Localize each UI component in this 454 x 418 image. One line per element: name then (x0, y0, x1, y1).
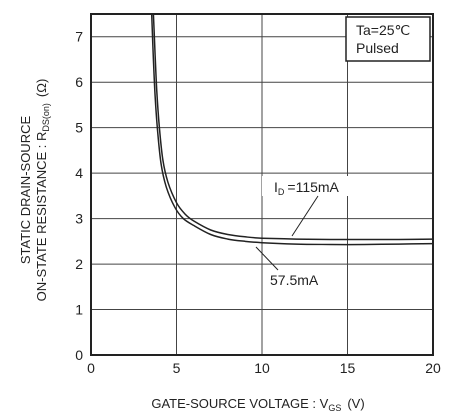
condition-pulsed: Pulsed (356, 40, 399, 56)
y-axis-title-sub: DS(on) (41, 103, 51, 132)
series-label-57-5ma-leader (256, 247, 278, 270)
y-axis-title-line1: STATIC DRAIN-SOURCE (18, 116, 33, 265)
y-axis-title-unit: (Ω) (34, 79, 49, 97)
x-tick-label: 5 (173, 360, 181, 376)
x-axis-title-main: GATE-SOURCE VOLTAGE : V (151, 396, 328, 411)
y-axis-title-main: ON-STATE RESISTANCE : R (34, 132, 49, 302)
tick-labels: 0 5 10 15 20 0 1 2 3 4 5 6 7 (75, 29, 441, 376)
y-tick-label: 6 (75, 74, 83, 90)
y-tick-label: 1 (75, 302, 83, 318)
y-tick-label: 2 (75, 256, 83, 272)
y-tick-label: 7 (75, 29, 83, 45)
y-tick-label: 4 (75, 165, 83, 181)
x-axis-title-sub: GS (328, 403, 341, 413)
x-axis-title-unit: (V) (347, 396, 364, 411)
series-label-115ma-sub: D (278, 187, 285, 197)
condition-temperature: Ta=25℃ (356, 22, 410, 38)
y-axis-title: STATIC DRAIN-SOURCE ON-STATE RESISTANCE … (18, 79, 51, 302)
x-tick-label: 15 (340, 360, 356, 376)
conditions-legend: Ta=25℃ Pulsed (346, 17, 430, 61)
y-axis-title-line2: ON-STATE RESISTANCE : RDS(on) (Ω) (34, 79, 51, 302)
series-label-115ma: ID =115mA (262, 176, 387, 236)
series-label-115ma-value: =115mA (287, 179, 339, 195)
y-tick-label: 3 (75, 211, 83, 227)
x-tick-label: 10 (254, 360, 270, 376)
y-tick-label: 0 (75, 347, 83, 363)
series-label-57-5ma-text: 57.5mA (270, 272, 319, 288)
x-tick-label: 20 (425, 360, 441, 376)
x-axis-title: GATE-SOURCE VOLTAGE : VGS (V) (151, 396, 364, 413)
x-tick-label: 0 (87, 360, 95, 376)
series-label-57-5ma: 57.5mA (256, 247, 326, 288)
y-tick-label: 5 (75, 120, 83, 136)
series-label-115ma-leader (292, 196, 318, 236)
